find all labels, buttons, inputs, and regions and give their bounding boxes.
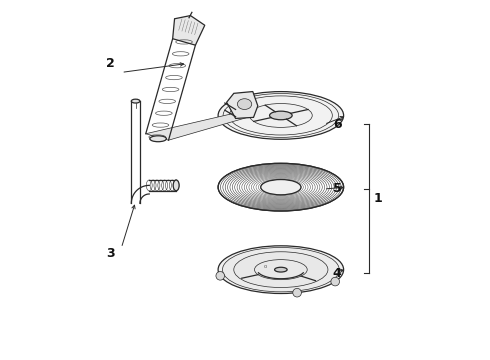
Ellipse shape [237, 99, 252, 109]
Ellipse shape [261, 180, 301, 195]
Circle shape [331, 277, 340, 286]
Ellipse shape [261, 180, 301, 195]
Ellipse shape [218, 91, 343, 139]
Text: 3: 3 [106, 247, 115, 260]
Ellipse shape [249, 104, 312, 127]
Polygon shape [172, 15, 205, 45]
Ellipse shape [131, 99, 140, 103]
Text: 1: 1 [373, 192, 382, 205]
Text: o: o [264, 264, 267, 269]
Circle shape [293, 288, 301, 297]
Text: 6: 6 [333, 118, 342, 131]
Polygon shape [146, 109, 253, 140]
Ellipse shape [218, 246, 343, 293]
Ellipse shape [274, 267, 287, 272]
Text: 5: 5 [333, 183, 342, 195]
Text: 2: 2 [106, 57, 115, 70]
Text: 4: 4 [333, 267, 342, 280]
Circle shape [216, 271, 224, 280]
Ellipse shape [234, 252, 328, 288]
Polygon shape [226, 91, 258, 118]
Ellipse shape [270, 111, 292, 120]
Ellipse shape [222, 247, 339, 292]
Ellipse shape [173, 180, 179, 191]
Ellipse shape [150, 136, 167, 142]
